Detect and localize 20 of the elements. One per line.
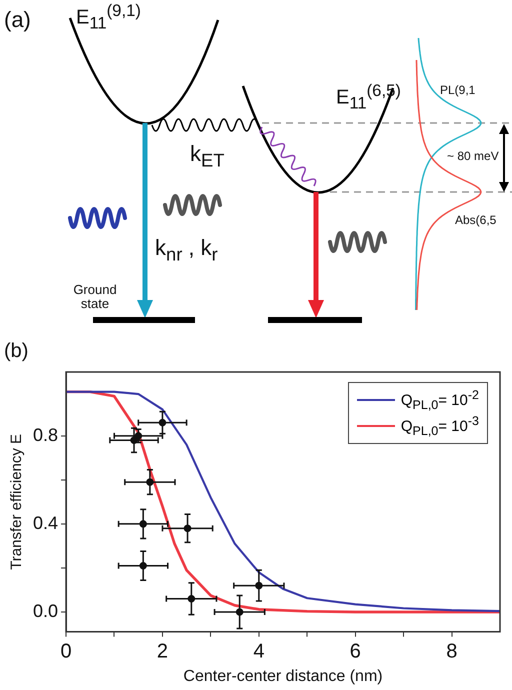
legend-label: Q$_{PL,0}$= 10$^{-2}$ <box>400 388 479 412</box>
text: Abs(6,5 <box>455 213 496 228</box>
x-tick-label: 6 <box>350 640 361 662</box>
text: PL(9,1 <box>440 83 476 98</box>
y-tick-label: 0.4 <box>32 512 58 533</box>
x-tick-label: 4 <box>253 640 264 662</box>
x-tick-label: 8 <box>446 640 458 662</box>
y-axis-title: Transfer efficiency E <box>8 434 26 570</box>
text: (b) <box>4 340 28 362</box>
text: Ground state <box>72 282 118 312</box>
y-tick-label: 0.0 <box>32 600 58 621</box>
text: ~ 80 meV <box>447 149 499 164</box>
legend-label: Q$_{PL,0}$= 10$^{-3}$ <box>400 414 479 438</box>
text: k$_{nr}$ , k$_{r}$ <box>155 235 218 265</box>
text: k$_{ET}$ <box>190 141 224 171</box>
x-axis-title: Center-center distance (nm) <box>183 668 383 685</box>
text: (a) <box>4 7 31 32</box>
x-tick-label: 0 <box>60 640 72 662</box>
x-tick-label: 2 <box>156 640 168 662</box>
y-tick-label: 0.8 <box>32 424 58 445</box>
